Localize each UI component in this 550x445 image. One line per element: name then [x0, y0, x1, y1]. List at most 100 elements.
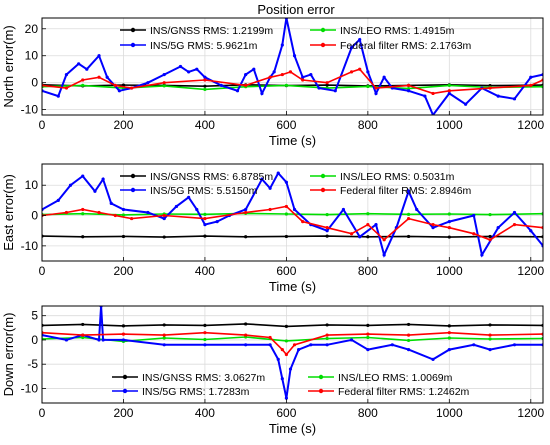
series-point — [447, 91, 451, 96]
series-point — [284, 204, 288, 209]
series-point — [488, 213, 492, 217]
series-point — [447, 324, 451, 328]
series-point — [215, 219, 219, 224]
series-point — [203, 337, 207, 342]
series-point — [301, 78, 305, 82]
series-point — [382, 75, 386, 79]
series-point — [325, 83, 329, 87]
series-group — [42, 18, 543, 115]
series-point — [496, 226, 500, 230]
series-point — [301, 75, 305, 79]
series-point — [358, 67, 362, 71]
legend-swatch-marker — [318, 374, 324, 380]
series-point — [146, 210, 150, 215]
series-point — [268, 75, 272, 79]
series-point — [113, 213, 117, 218]
series-point — [374, 91, 378, 96]
legend-entry: INS/GNSS RMS: 1.2199m — [150, 25, 273, 37]
series-point — [81, 207, 85, 212]
legend-swatch-marker — [130, 187, 136, 193]
x-tick-label: 600 — [276, 406, 296, 420]
series-point — [366, 323, 370, 327]
series-point — [81, 78, 85, 82]
series-point — [121, 207, 126, 212]
series-point — [284, 339, 288, 343]
series-point — [121, 332, 126, 336]
series-point — [325, 81, 329, 85]
series-point — [447, 235, 451, 239]
chart-panel-3: 0 200 400 600 800 1000 1200 -10 -5 0 5 Time (s) Down… — [1, 305, 544, 436]
legend-swatch-marker — [320, 173, 326, 179]
legend-swatch-marker — [130, 173, 136, 179]
series-point — [81, 174, 85, 178]
series-point — [288, 70, 293, 74]
series-point — [366, 223, 370, 227]
legend-entry: INS/LEO RMS: 1.0069m — [338, 372, 453, 384]
series-point — [366, 332, 370, 336]
y-tick-label: 20 — [25, 22, 39, 36]
series-group — [42, 306, 543, 400]
x-tick-label: 1200 — [517, 118, 544, 132]
series-point — [68, 183, 73, 187]
series-point — [447, 348, 451, 352]
legend-entry: INS/GNSS RMS: 3.0627m — [142, 372, 265, 384]
series-point — [81, 212, 85, 216]
series-point — [235, 89, 240, 93]
series-point — [272, 70, 276, 74]
series-point — [121, 324, 126, 328]
series-point — [292, 343, 297, 347]
series-point — [203, 84, 207, 88]
x-tick-label: 600 — [276, 118, 296, 132]
series-point — [244, 83, 248, 87]
series-point — [81, 333, 85, 337]
series-point — [130, 86, 134, 90]
x-tick-label: 0 — [39, 118, 46, 132]
series-point — [244, 72, 248, 77]
series-point — [406, 89, 411, 93]
x-tick-label: 400 — [195, 264, 215, 278]
series-point — [288, 367, 293, 371]
series-point — [297, 348, 301, 352]
x-tick-label: 400 — [195, 406, 215, 420]
series-point — [309, 343, 313, 347]
legend-swatch-marker — [320, 27, 326, 33]
series-point — [284, 352, 288, 357]
series-point — [162, 235, 166, 239]
series-point — [284, 180, 288, 184]
series-point — [488, 337, 492, 341]
series-point — [284, 83, 288, 87]
x-tick-label: 600 — [276, 264, 296, 278]
series-point — [81, 83, 85, 87]
plot-area — [42, 306, 543, 403]
series-point — [162, 72, 166, 77]
series-point — [203, 216, 207, 221]
series-point — [325, 336, 329, 341]
series-point — [187, 70, 191, 74]
series-point — [309, 72, 313, 77]
series-point — [447, 83, 451, 87]
series-point — [529, 75, 533, 79]
x-tick-label: 200 — [113, 406, 133, 420]
series-point — [480, 253, 484, 257]
series-point — [178, 64, 183, 69]
series-point — [325, 323, 329, 327]
series-point — [280, 72, 284, 77]
series-point — [406, 212, 411, 216]
series-point — [284, 212, 288, 216]
x-tick-label: 0 — [39, 264, 46, 278]
series-point — [406, 322, 411, 327]
series-point — [244, 235, 248, 239]
legend-swatch-marker — [130, 42, 136, 48]
x-tick-label: 1000 — [436, 264, 463, 278]
figure-title: Position error — [257, 2, 335, 17]
series-point — [284, 396, 288, 400]
series-point — [325, 226, 329, 230]
series-point — [162, 323, 166, 327]
y-tick-label: 5 — [31, 309, 38, 323]
series-point — [488, 348, 492, 352]
series-point — [431, 357, 435, 361]
series-point — [64, 210, 69, 215]
y-tick-label: 10 — [25, 49, 39, 63]
series-point — [276, 171, 280, 175]
